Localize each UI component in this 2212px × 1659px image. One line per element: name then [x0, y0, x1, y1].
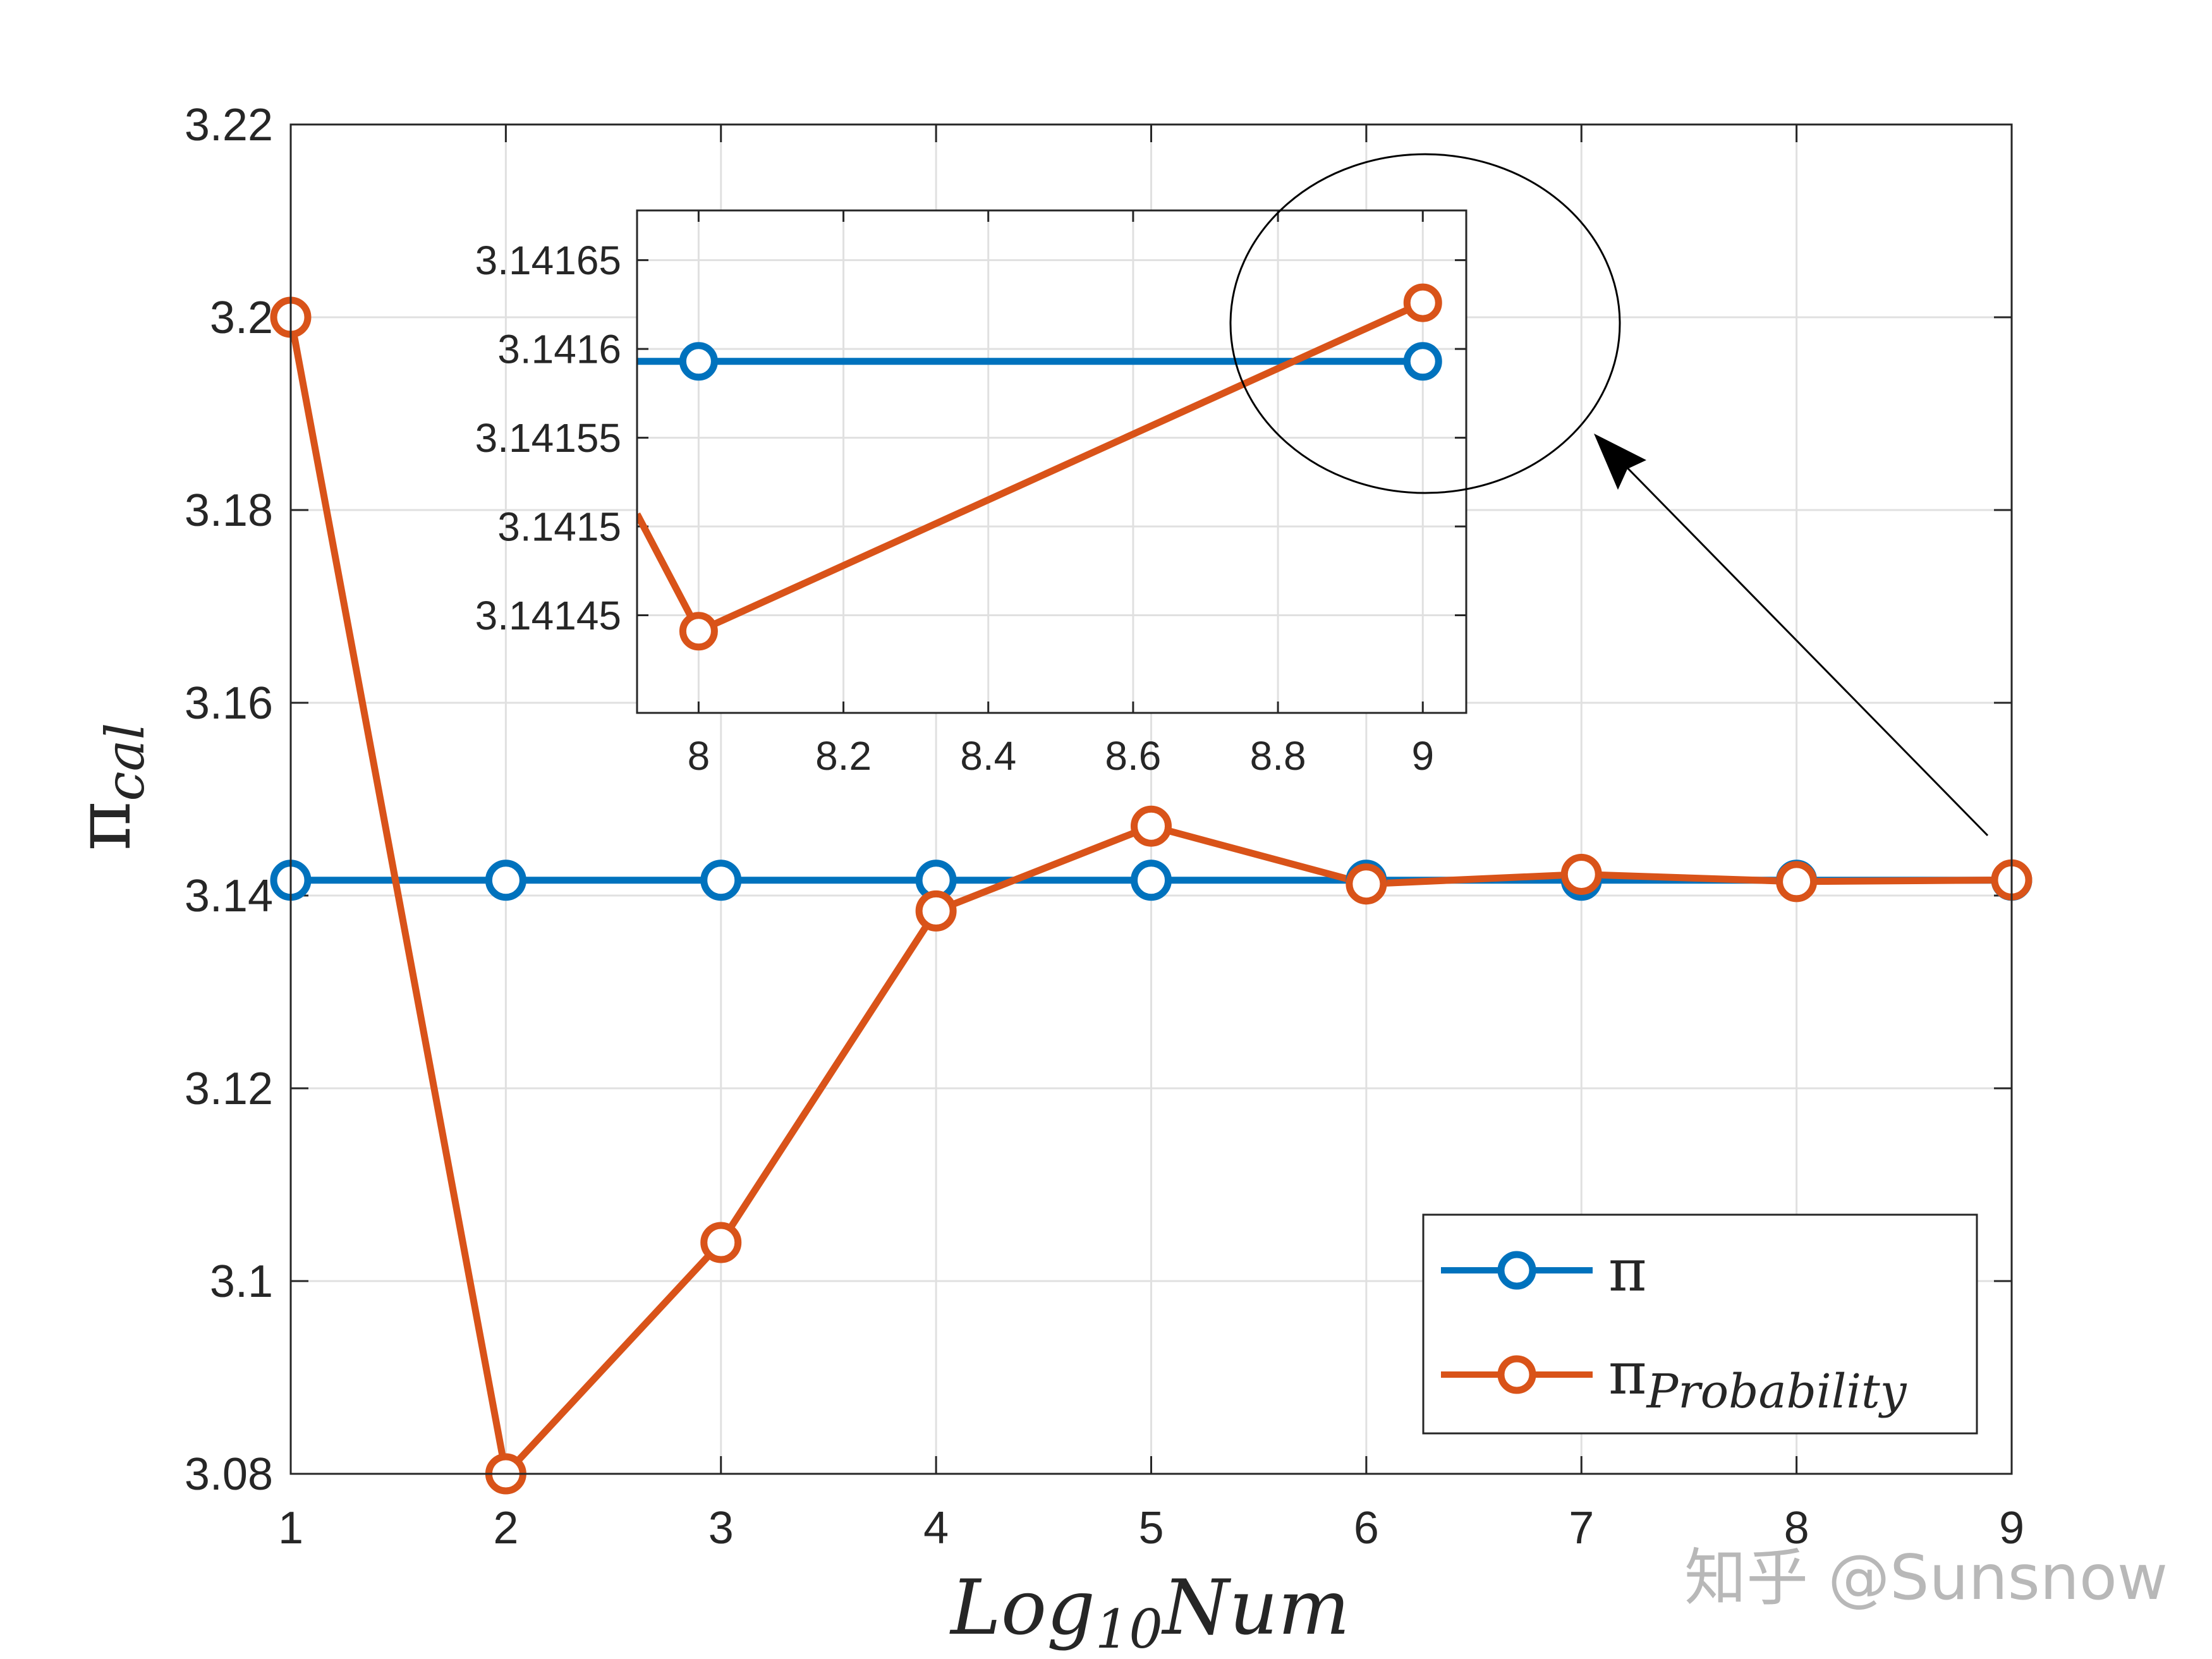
x-axis-title: Log10Num: [949, 1564, 1350, 1659]
x-axis-title-subscript: 10: [1095, 1598, 1163, 1659]
inset-x-tick-label: 9: [1411, 733, 1434, 779]
inset-marker-layer: [679, 283, 1442, 651]
y-axis-title-symbol: π: [60, 801, 148, 851]
inset-data-point-series-0: [679, 342, 718, 381]
x-axis-title-main: Log: [949, 1564, 1095, 1652]
inset-y-tick-label: 3.1416: [497, 327, 621, 372]
legend-label-probability-symbol: π: [1608, 1340, 1646, 1407]
inset-y-tick-label: 3.14155: [475, 415, 621, 461]
legend-label-probability: πProbability: [1608, 1340, 1907, 1419]
main-data-point-series-1: [1560, 853, 1602, 895]
inset-x-tick-label: 8.4: [960, 733, 1016, 779]
legend-label-probability-subscript: Probability: [1645, 1364, 1907, 1419]
inset-data-point-series-0: [1403, 342, 1442, 381]
main-axes-frame: [289, 123, 2013, 1475]
inset-x-tick-label: 8.6: [1105, 733, 1161, 779]
main-x-tick-label: 7: [1569, 1503, 1594, 1553]
inset-axes-frame: [636, 209, 1468, 714]
main-x-tick-label: 3: [708, 1503, 734, 1553]
main-data-point-series-1: [915, 890, 957, 932]
inset-x-tick-label: 8.8: [1250, 733, 1306, 779]
callout-arrow-line: [1617, 457, 1989, 837]
main-y-tick-label: 3.22: [185, 100, 273, 150]
main-x-tick-label: 4: [923, 1503, 949, 1553]
inset-data-point-series-1: [1403, 283, 1442, 322]
y-axis-title-subscript: cal: [94, 723, 156, 801]
main-x-tick-label: 6: [1354, 1503, 1379, 1553]
main-x-tick-label: 9: [1999, 1503, 2024, 1553]
inset-plot-area: [637, 210, 1466, 713]
inset-axes: 8 8.2 8.4 8.6 8.8 9 3.14145 3.1415 3.14155 3.1416…: [475, 209, 1468, 779]
inset-x-tick-label: 8.2: [815, 733, 872, 779]
main-y-tick-label: 3.2: [210, 293, 273, 343]
main-x-tick-label: 8: [1784, 1503, 1809, 1553]
legend-label-pi: π: [1608, 1237, 1646, 1304]
main-y-tick-label: 3.08: [185, 1449, 273, 1500]
main-y-tick-label: 3.12: [185, 1064, 273, 1114]
callout-ellipse: [1229, 153, 1621, 494]
watermark: 知乎 @Sunsnow: [1684, 1542, 2168, 1614]
main-y-tick-label: 3.18: [185, 485, 273, 536]
main-y-tick-label: 3.16: [185, 678, 273, 729]
main-data-point-series-1: [700, 1222, 742, 1263]
inset-data-point-series-1: [679, 612, 718, 651]
main-data-point-series-1: [1131, 805, 1172, 847]
callout-arrow-head: [1594, 434, 1646, 490]
inset-y-tick-label: 3.14165: [475, 238, 621, 283]
main-x-tick-label: 1: [278, 1503, 303, 1553]
main-data-point-series-1: [1346, 863, 1387, 905]
inset-y-tick-label: 3.1415: [497, 504, 621, 549]
callout-annotation: [1229, 153, 1989, 837]
main-y-tick-label: 3.1: [210, 1256, 273, 1307]
inset-x-tick-label: 8: [688, 733, 710, 779]
main-x-tick-label: 2: [493, 1503, 518, 1553]
main-data-point-series-0: [700, 860, 742, 901]
main-data-point-series-0: [1131, 860, 1172, 901]
legend-marker-pi: [1497, 1251, 1536, 1290]
main-data-point-series-1: [1776, 861, 1818, 902]
main-x-tick-label: 5: [1138, 1503, 1164, 1553]
inset-y-tick-label: 3.14145: [475, 593, 621, 638]
main-data-point-series-0: [485, 860, 526, 901]
main-y-tick-label: 3.14: [185, 871, 273, 921]
main-marker-layer: [270, 296, 2033, 1495]
legend-marker-probability: [1497, 1355, 1536, 1394]
x-axis-title-tail: Num: [1161, 1564, 1350, 1652]
y-axis-title: πcal: [60, 723, 156, 851]
legend: π πProbability: [1422, 1213, 1978, 1435]
